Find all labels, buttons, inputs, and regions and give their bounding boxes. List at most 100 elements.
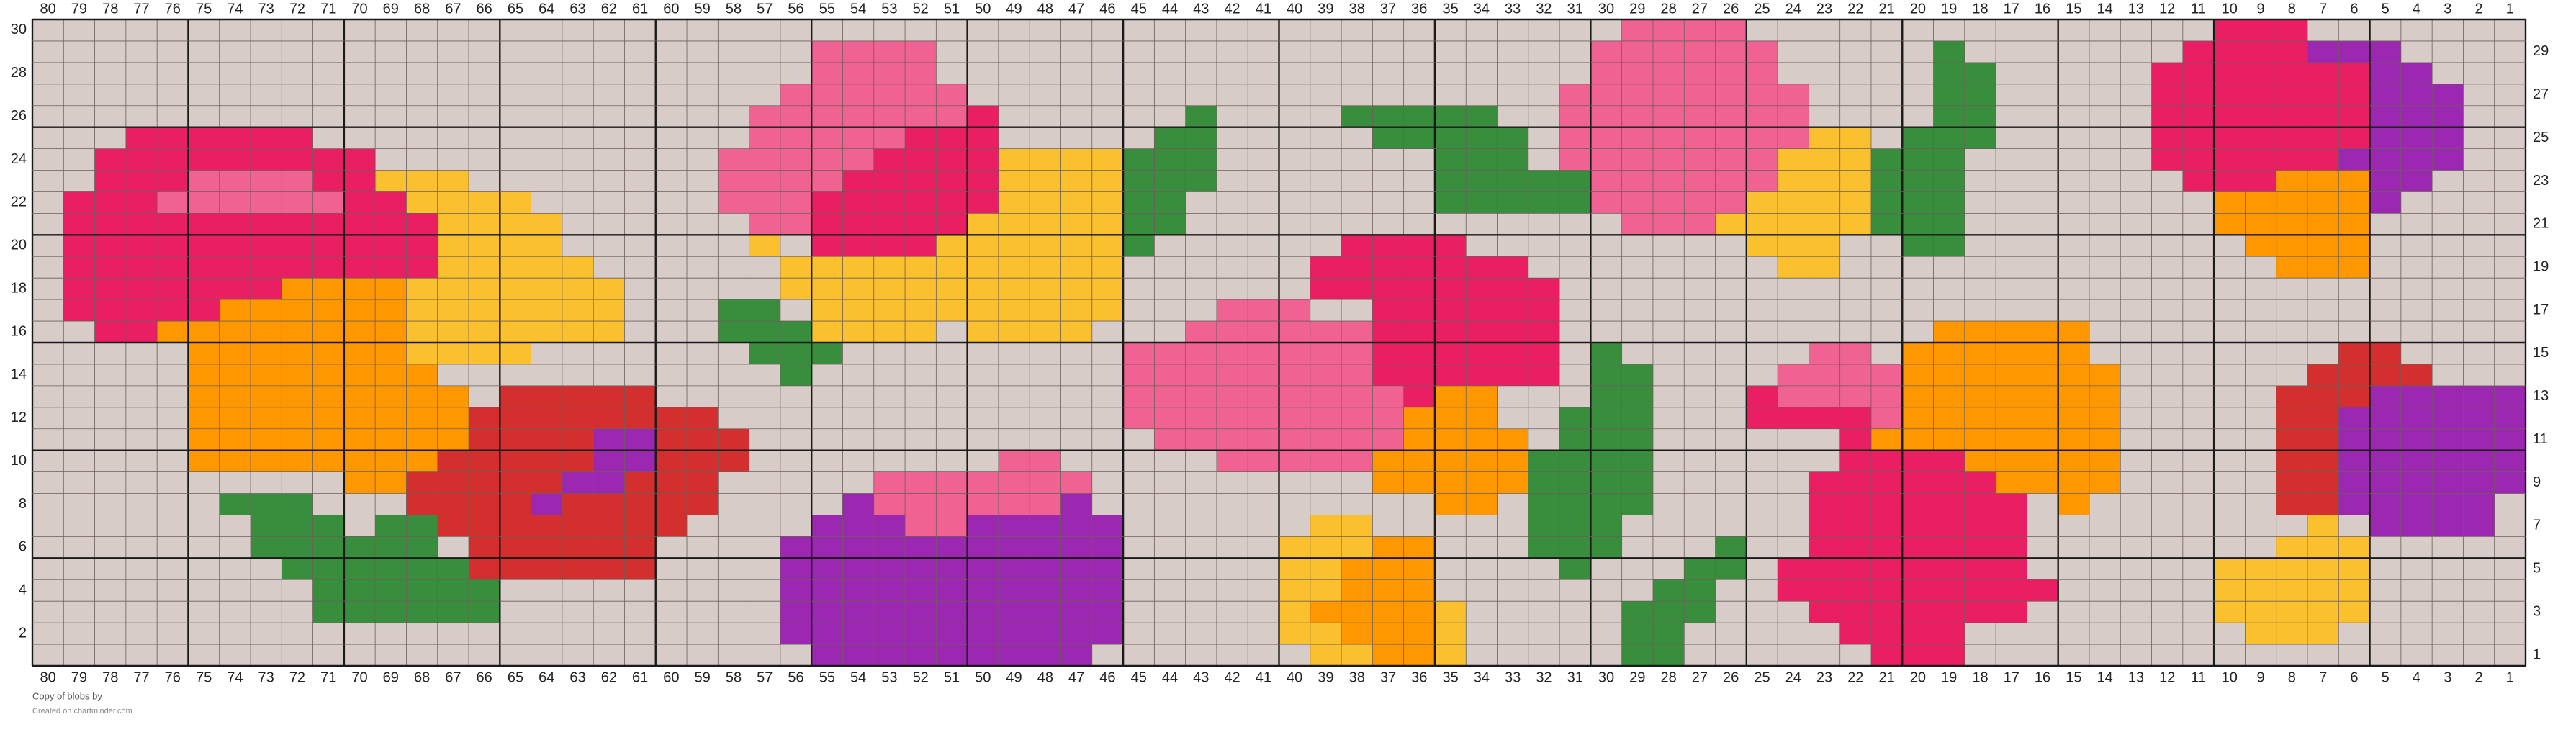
stitch	[2151, 321, 2184, 343]
stitch	[1372, 558, 1405, 580]
stitch	[1933, 471, 1965, 495]
stitch	[188, 623, 220, 645]
stitch	[1715, 623, 1747, 645]
stitch	[967, 343, 999, 365]
stitch	[312, 515, 345, 537]
column-label: 53	[881, 1, 897, 17]
stitch	[500, 235, 532, 257]
stitch	[998, 364, 1030, 387]
stitch	[562, 170, 594, 192]
stitch	[343, 19, 376, 42]
row-label: 22	[11, 194, 27, 210]
stitch	[749, 428, 781, 451]
stitch	[1870, 321, 1903, 343]
stitch	[811, 623, 843, 645]
stitch	[2214, 343, 2246, 365]
stitch	[1310, 213, 1342, 235]
stitch	[282, 321, 314, 343]
stitch	[2338, 19, 2371, 42]
stitch	[2182, 148, 2215, 171]
stitch	[32, 213, 64, 235]
stitch	[406, 536, 438, 559]
stitch	[1778, 407, 1809, 430]
column-label: 64	[539, 1, 554, 17]
stitch	[749, 213, 781, 235]
stitch	[437, 40, 469, 63]
stitch	[998, 515, 1030, 537]
stitch	[375, 428, 407, 451]
stitch	[1870, 428, 1903, 451]
stitch	[343, 450, 376, 473]
stitch	[1652, 191, 1685, 214]
stitch	[2400, 536, 2433, 559]
stitch	[2089, 213, 2121, 235]
stitch	[343, 407, 376, 430]
stitch	[998, 471, 1030, 495]
stitch	[1590, 148, 1623, 171]
stitch	[1996, 407, 2027, 430]
stitch	[1996, 450, 2027, 473]
stitch	[1185, 579, 1217, 602]
stitch	[63, 558, 96, 580]
stitch	[1154, 493, 1186, 515]
stitch	[2400, 601, 2433, 623]
stitch	[562, 84, 594, 107]
stitch	[251, 471, 282, 495]
stitch	[1497, 364, 1529, 387]
stitch	[343, 191, 376, 214]
stitch	[157, 256, 189, 279]
stitch	[2307, 256, 2339, 279]
stitch	[1902, 191, 1935, 214]
stitch	[312, 407, 345, 430]
stitch	[1341, 385, 1373, 408]
stitch	[1185, 235, 1217, 257]
stitch	[1248, 256, 1279, 279]
stitch	[1652, 148, 1685, 171]
stitch	[562, 407, 594, 430]
stitch	[157, 299, 189, 322]
stitch	[157, 127, 189, 150]
stitch	[687, 299, 719, 322]
stitch	[2400, 213, 2433, 235]
column-label: 47	[1068, 1, 1084, 17]
column-label: 14	[2097, 669, 2112, 685]
stitch	[1497, 40, 1529, 63]
column-label: 51	[944, 669, 960, 685]
stitch	[1684, 256, 1716, 279]
stitch	[1154, 256, 1186, 279]
stitch	[282, 105, 314, 128]
stitch	[2307, 127, 2339, 150]
stitch	[1403, 299, 1436, 322]
column-label: 52	[913, 669, 929, 685]
column-label: 1	[2506, 1, 2514, 17]
column-label: 69	[383, 1, 399, 17]
stitch	[1372, 407, 1405, 430]
stitch	[2151, 278, 2184, 300]
stitch	[125, 343, 158, 365]
stitch	[437, 148, 469, 171]
stitch	[1715, 213, 1747, 235]
stitch	[531, 623, 563, 645]
stitch	[1248, 450, 1279, 473]
stitch	[2463, 407, 2495, 430]
stitch	[1185, 450, 1217, 473]
column-label: 67	[445, 669, 461, 685]
stitch	[1621, 364, 1654, 387]
stitch	[2120, 19, 2153, 42]
stitch	[1559, 644, 1591, 667]
stitch	[1154, 601, 1186, 623]
stitch	[905, 84, 937, 107]
stitch	[437, 407, 469, 430]
stitch	[1403, 213, 1436, 235]
stitch	[2214, 170, 2246, 192]
stitch	[188, 493, 220, 515]
column-label: 9	[2256, 1, 2264, 17]
stitch	[1030, 428, 1061, 451]
stitch	[2494, 191, 2526, 214]
stitch	[811, 105, 843, 128]
stitch	[655, 40, 688, 63]
stitch	[469, 385, 500, 408]
stitch	[1933, 493, 1965, 515]
stitch	[624, 644, 657, 667]
stitch	[2432, 62, 2464, 85]
